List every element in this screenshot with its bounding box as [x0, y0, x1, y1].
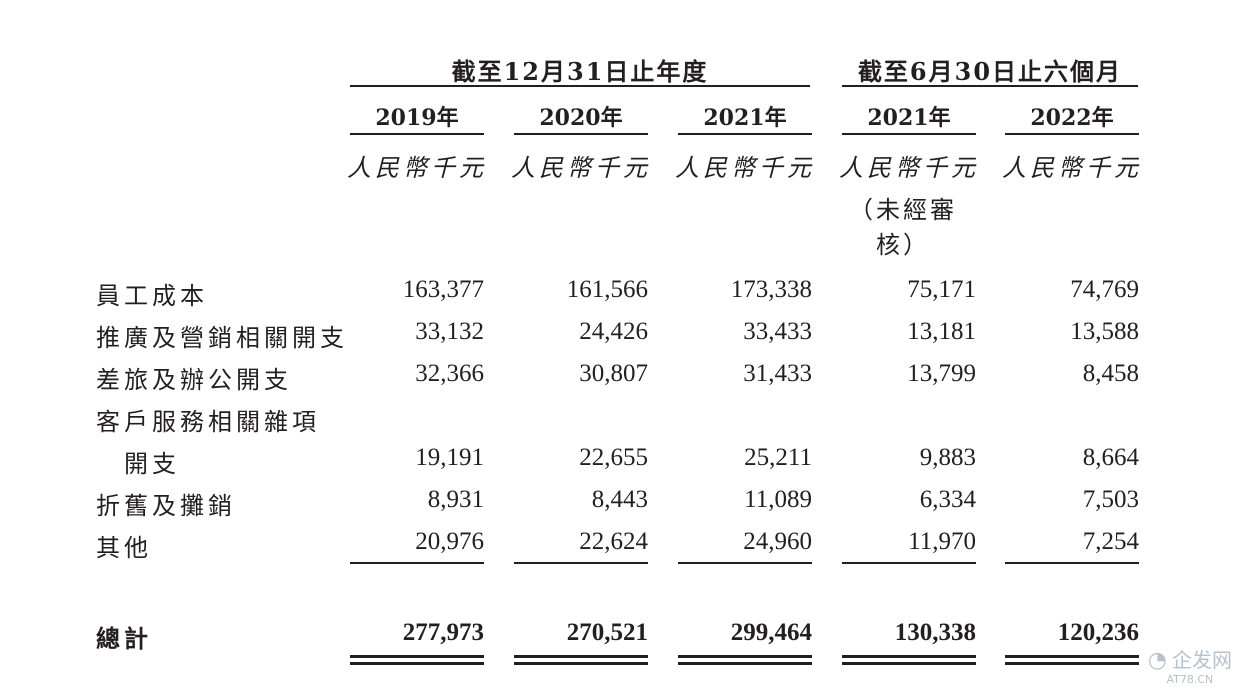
total-label: 總計 — [96, 624, 152, 653]
total-cell: 120,236 — [1057, 619, 1139, 646]
total-double-rule — [842, 662, 976, 665]
watermark: ◔ 企发网 AT78.CN — [1148, 644, 1232, 686]
table-cell: 173,338 — [730, 276, 812, 303]
column-year: 2021年 — [703, 105, 787, 131]
table-cell: 74,769 — [1070, 276, 1139, 303]
column-year: 2020年 — [539, 105, 623, 131]
column-year: 2021年 — [867, 105, 951, 131]
watermark-name: 企发网 — [1172, 648, 1232, 672]
total-double-rule — [350, 655, 484, 658]
total-double-rule — [1005, 655, 1139, 658]
column-unit: 人民幣千元 — [675, 154, 815, 182]
table-cell: 32,366 — [415, 360, 484, 387]
total-double-rule — [514, 662, 648, 665]
table-cell: 8,458 — [1082, 360, 1139, 387]
table-cell: 13,799 — [907, 360, 976, 387]
table-cell: 7,503 — [1082, 486, 1139, 513]
row-label: 差旅及辦公開支 — [96, 366, 292, 394]
column-note: （未經審核） — [849, 196, 957, 259]
total-cell: 270,521 — [566, 619, 648, 646]
column-year-rule — [514, 133, 648, 135]
table-cell: 11,089 — [744, 486, 812, 513]
total-double-rule — [1005, 662, 1139, 665]
table-cell: 22,655 — [579, 444, 648, 471]
table-cell: 30,807 — [579, 360, 648, 387]
table-cell: 8,443 — [591, 486, 648, 513]
column-year-rule — [1005, 133, 1139, 135]
table-cell: 6,334 — [919, 486, 976, 513]
column-year: 2022年 — [1030, 105, 1114, 131]
column-year-rule — [350, 133, 484, 135]
column-year: 2019年 — [375, 105, 459, 131]
column-unit: 人民幣千元 — [347, 154, 487, 182]
table-cell: 7,254 — [1082, 528, 1139, 555]
table-cell: 20,976 — [415, 528, 484, 555]
total-cell: 299,464 — [730, 619, 812, 646]
column-unit: 人民幣千元 — [839, 154, 979, 182]
total-double-rule — [678, 655, 812, 658]
total-double-rule — [514, 655, 648, 658]
table-cell: 19,191 — [415, 444, 484, 471]
total-cell: 277,973 — [402, 619, 484, 646]
row-label: 其他 — [96, 534, 152, 562]
row-label-continued: 開支 — [124, 450, 180, 478]
table-cell: 75,171 — [907, 276, 976, 303]
total-cell: 130,338 — [894, 619, 976, 646]
row-label: 客戶服務相關雜項 — [96, 408, 320, 436]
table-cell: 31,433 — [743, 360, 812, 387]
table-cell: 13,181 — [907, 318, 976, 345]
table-cell: 25,211 — [744, 444, 812, 471]
subtotal-rule — [842, 562, 976, 564]
table-cell: 8,931 — [427, 486, 484, 513]
row-label: 折舊及攤銷 — [96, 492, 236, 520]
table-cell: 161,566 — [566, 276, 648, 303]
table-cell: 24,960 — [743, 528, 812, 555]
total-double-rule — [350, 662, 484, 665]
header-half-group: 截至6月30日止六個月 — [857, 57, 1123, 86]
row-label: 員工成本 — [96, 282, 208, 310]
table-cell: 13,588 — [1070, 318, 1139, 345]
header-year-group: 截至12月31日止年度 — [451, 57, 709, 86]
subtotal-rule — [350, 562, 484, 564]
watermark-logo-icon: ◔ — [1147, 648, 1167, 673]
header-half-group-rule — [842, 85, 1138, 87]
total-double-rule — [842, 655, 976, 658]
header-year-group-rule — [350, 85, 810, 87]
table-cell: 11,970 — [908, 528, 976, 555]
table-cell: 33,433 — [743, 318, 812, 345]
table-cell: 8,664 — [1082, 444, 1139, 471]
table-cell: 24,426 — [579, 318, 648, 345]
table-cell: 22,624 — [579, 528, 648, 555]
column-year-rule — [842, 133, 976, 135]
column-unit: 人民幣千元 — [1002, 154, 1142, 182]
column-unit: 人民幣千元 — [511, 154, 651, 182]
row-label: 推廣及營銷相關開支 — [96, 324, 348, 352]
subtotal-rule — [514, 562, 648, 564]
table-cell: 163,377 — [402, 276, 484, 303]
table-cell: 33,132 — [415, 318, 484, 345]
column-year-rule — [678, 133, 812, 135]
table-cell: 9,883 — [919, 444, 976, 471]
subtotal-rule — [678, 562, 812, 564]
watermark-domain: AT78.CN — [1166, 673, 1214, 686]
subtotal-rule — [1005, 562, 1139, 564]
total-double-rule — [678, 662, 812, 665]
